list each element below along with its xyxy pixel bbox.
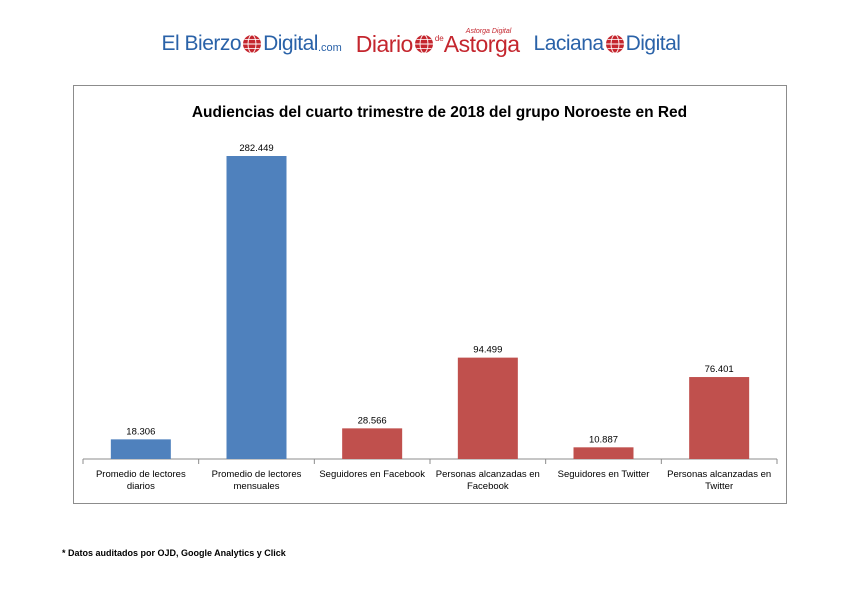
chart-frame [73, 85, 787, 504]
globe-icon [243, 34, 262, 54]
logo-diario-de-astorga: Astorga Digital Diario de Astorga [355, 27, 520, 58]
logo-text: de [434, 33, 444, 43]
bar [226, 156, 287, 459]
logo-text: Digital [625, 32, 681, 55]
category-label: Seguidores en Twitter [557, 469, 650, 480]
data-label: 18.306 [126, 426, 155, 437]
logo-text: Digital [263, 32, 318, 55]
bar [573, 447, 634, 459]
category-label: Personas alcanzadas en Facebook [435, 469, 540, 492]
footnote: * Datos auditados por OJD, Google Analyt… [62, 548, 286, 558]
bar [689, 377, 750, 459]
data-label: 28.566 [358, 415, 387, 426]
logo-laciana-digital: Laciana Digital [534, 32, 681, 56]
category-label: Promedio de lectores mensuales [211, 469, 302, 492]
data-label: 94.499 [473, 345, 502, 356]
data-label: 76.401 [705, 364, 734, 375]
data-label: 10.887 [589, 434, 618, 445]
logo-text: Diario [355, 30, 414, 57]
logo-text: Laciana [533, 32, 605, 55]
logo-text: El Bierzo [161, 32, 242, 55]
logo-text: Astorga [443, 30, 520, 57]
chart-title: Audiencias del cuarto trimestre de 2018 … [191, 104, 688, 121]
globe-icon [605, 34, 624, 54]
bar [110, 439, 171, 459]
logos-header: El Bierzo Digital .com Astorga Digital D… [0, 26, 842, 62]
category-label: Seguidores en Facebook [319, 469, 425, 480]
globe-icon [414, 34, 433, 54]
data-label: 282.449 [239, 143, 273, 154]
bar [457, 357, 518, 459]
category-label: Personas alcanzadas en Twitter [667, 469, 772, 492]
category-label: Promedio de lectores diarios [95, 469, 186, 492]
logo-tagline: Astorga Digital [465, 27, 512, 35]
bar [342, 428, 403, 459]
logo-text: .com [317, 41, 342, 54]
logo-el-bierzo-digital: El Bierzo Digital .com [162, 32, 342, 56]
